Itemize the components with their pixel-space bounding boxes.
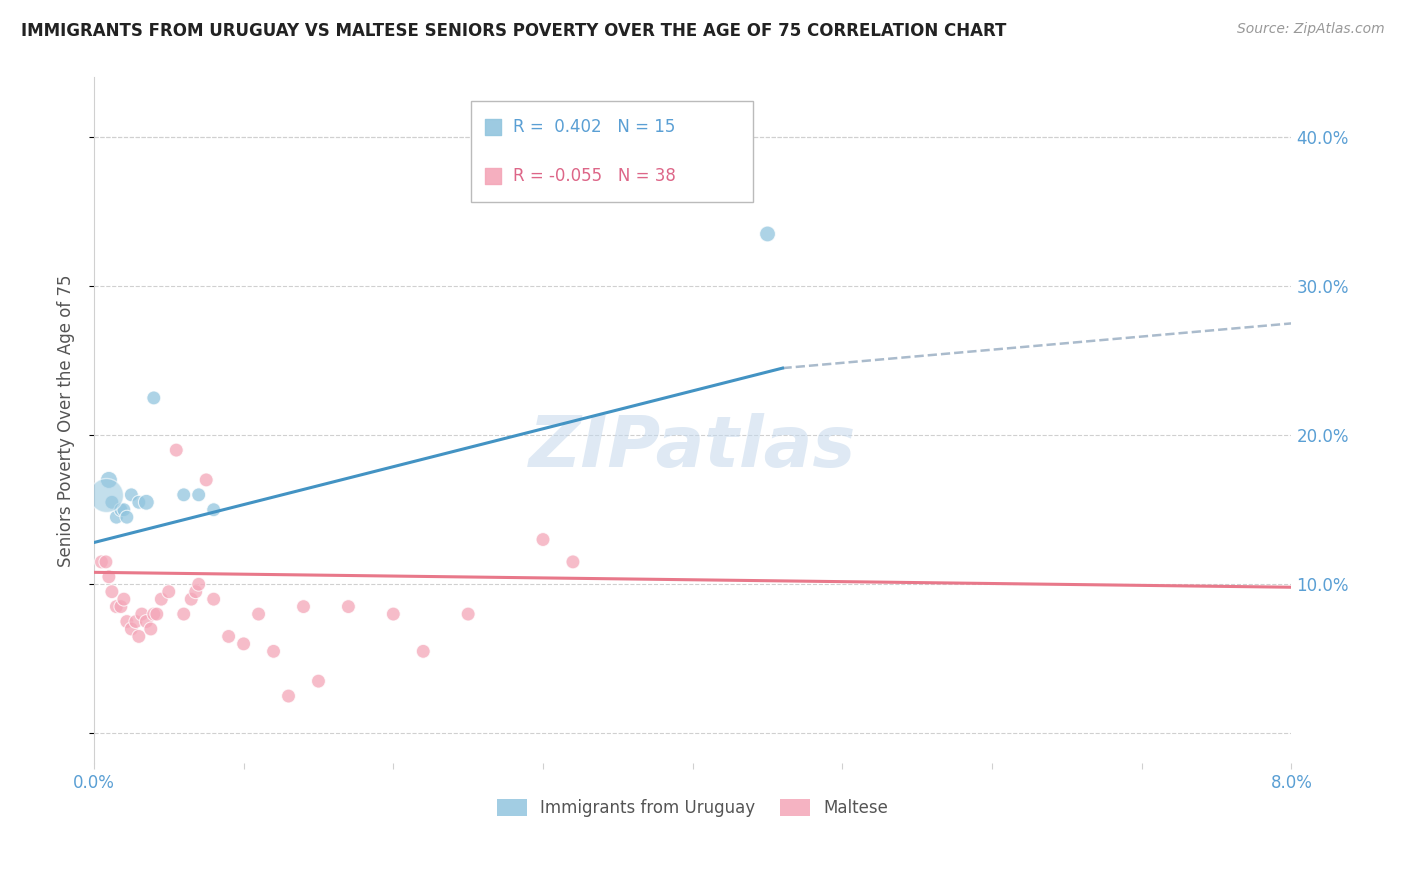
Point bbox=[173, 488, 195, 502]
Point bbox=[195, 473, 218, 487]
Text: IMMIGRANTS FROM URUGUAY VS MALTESE SENIORS POVERTY OVER THE AGE OF 75 CORRELATIO: IMMIGRANTS FROM URUGUAY VS MALTESE SENIO… bbox=[21, 22, 1007, 40]
Point bbox=[165, 443, 187, 458]
Point bbox=[218, 629, 240, 643]
FancyBboxPatch shape bbox=[471, 101, 752, 202]
Point bbox=[247, 607, 270, 621]
Point bbox=[115, 510, 138, 524]
Point bbox=[90, 555, 112, 569]
Text: R = -0.055   N = 38: R = -0.055 N = 38 bbox=[513, 167, 676, 186]
Point bbox=[142, 391, 165, 405]
Point bbox=[112, 592, 135, 607]
Point bbox=[277, 689, 299, 703]
Point bbox=[94, 555, 117, 569]
Point bbox=[187, 577, 209, 591]
Point bbox=[180, 592, 202, 607]
Legend: Immigrants from Uruguay, Maltese: Immigrants from Uruguay, Maltese bbox=[491, 792, 896, 823]
Point bbox=[382, 607, 405, 621]
Point bbox=[187, 488, 209, 502]
Text: Source: ZipAtlas.com: Source: ZipAtlas.com bbox=[1237, 22, 1385, 37]
Point bbox=[561, 555, 583, 569]
Point bbox=[112, 502, 135, 516]
Point bbox=[120, 488, 142, 502]
Point bbox=[135, 615, 157, 629]
Y-axis label: Seniors Poverty Over the Age of 75: Seniors Poverty Over the Age of 75 bbox=[58, 274, 75, 566]
Text: R =  0.402   N = 15: R = 0.402 N = 15 bbox=[513, 118, 675, 136]
Point bbox=[337, 599, 360, 614]
Point bbox=[131, 607, 153, 621]
Text: ZIPatlas: ZIPatlas bbox=[529, 413, 856, 483]
Point bbox=[263, 644, 285, 658]
Point bbox=[110, 599, 132, 614]
Point bbox=[101, 584, 124, 599]
Point bbox=[97, 473, 120, 487]
Point bbox=[292, 599, 315, 614]
Point bbox=[128, 629, 150, 643]
Point bbox=[157, 584, 180, 599]
Point bbox=[142, 607, 165, 621]
Point bbox=[150, 592, 173, 607]
Point bbox=[202, 502, 225, 516]
Point bbox=[101, 495, 124, 509]
Point bbox=[146, 607, 169, 621]
Point bbox=[232, 637, 254, 651]
Point bbox=[412, 644, 434, 658]
Point bbox=[531, 533, 554, 547]
Point bbox=[457, 607, 479, 621]
Point bbox=[173, 607, 195, 621]
Point bbox=[184, 584, 207, 599]
Point bbox=[94, 488, 117, 502]
Point bbox=[115, 615, 138, 629]
Point bbox=[110, 502, 132, 516]
Point bbox=[756, 227, 779, 241]
Point bbox=[105, 510, 128, 524]
Point bbox=[120, 622, 142, 636]
Point bbox=[128, 495, 150, 509]
Point bbox=[97, 570, 120, 584]
Point bbox=[202, 592, 225, 607]
Point bbox=[105, 599, 128, 614]
Point bbox=[125, 615, 148, 629]
Point bbox=[139, 622, 162, 636]
Point bbox=[308, 674, 330, 689]
Point bbox=[135, 495, 157, 509]
